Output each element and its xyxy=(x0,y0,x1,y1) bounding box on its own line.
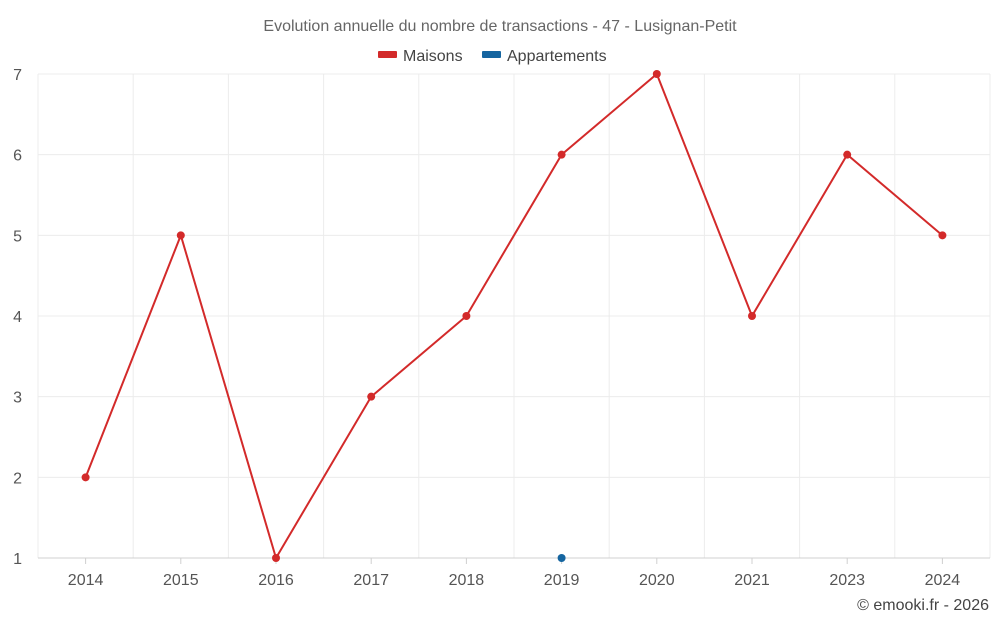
x-tick-label: 2021 xyxy=(734,572,770,589)
legend-item-maisons[interactable]: Maisons xyxy=(378,48,463,65)
data-point-maisons[interactable] xyxy=(748,312,756,320)
chart-title: Evolution annuelle du nombre de transact… xyxy=(263,18,737,35)
data-point-maisons[interactable] xyxy=(176,231,185,240)
x-axis-ticks: 2014 2015 2016 2017 2018 2019 2020 2021 2023 2024 xyxy=(68,558,960,589)
data-point-appartements[interactable] xyxy=(557,554,566,562)
x-tick-label: 2017 xyxy=(353,572,389,589)
y-tick-label: 5 xyxy=(13,228,22,245)
y-tick-label: 3 xyxy=(13,390,22,407)
y-tick-label: 1 xyxy=(13,551,22,568)
x-tick-label: 2015 xyxy=(163,572,199,589)
legend-label-appartements: Appartements xyxy=(507,48,607,65)
series-line-maisons xyxy=(84,73,944,559)
x-tick-label: 2024 xyxy=(925,572,961,589)
data-point-maisons[interactable] xyxy=(652,70,661,78)
legend-label-maisons: Maisons xyxy=(403,48,463,65)
legend-swatch-appartements xyxy=(482,51,501,58)
data-point-maisons[interactable] xyxy=(462,312,471,320)
x-tick-label: 2014 xyxy=(68,572,104,589)
data-point-maisons[interactable] xyxy=(557,150,566,159)
data-point-maisons[interactable] xyxy=(367,392,376,401)
y-axis-ticks: 1 2 3 4 5 6 7 xyxy=(13,67,22,568)
x-tick-label: 2019 xyxy=(544,572,580,589)
y-tick-label: 6 xyxy=(13,148,22,165)
legend-item-appartements[interactable]: Appartements xyxy=(482,48,607,65)
series xyxy=(81,70,947,562)
grid xyxy=(37,73,991,559)
data-point-maisons[interactable] xyxy=(938,231,947,240)
legend-swatch-maisons xyxy=(378,51,397,58)
y-tick-label: 4 xyxy=(13,309,22,326)
credit-text: © emooki.fr - 2026 xyxy=(857,597,989,614)
x-tick-label: 2018 xyxy=(449,572,485,589)
y-tick-label: 7 xyxy=(13,67,22,84)
x-tick-label: 2020 xyxy=(639,572,675,589)
y-tick-label: 2 xyxy=(13,470,22,487)
legend: Maisons Appartements xyxy=(378,48,607,65)
data-point-maisons[interactable] xyxy=(843,150,852,159)
x-tick-label: 2016 xyxy=(258,572,294,589)
data-point-maisons[interactable] xyxy=(81,473,90,482)
data-point-maisons[interactable] xyxy=(272,554,280,562)
x-tick-label: 2023 xyxy=(829,572,865,589)
